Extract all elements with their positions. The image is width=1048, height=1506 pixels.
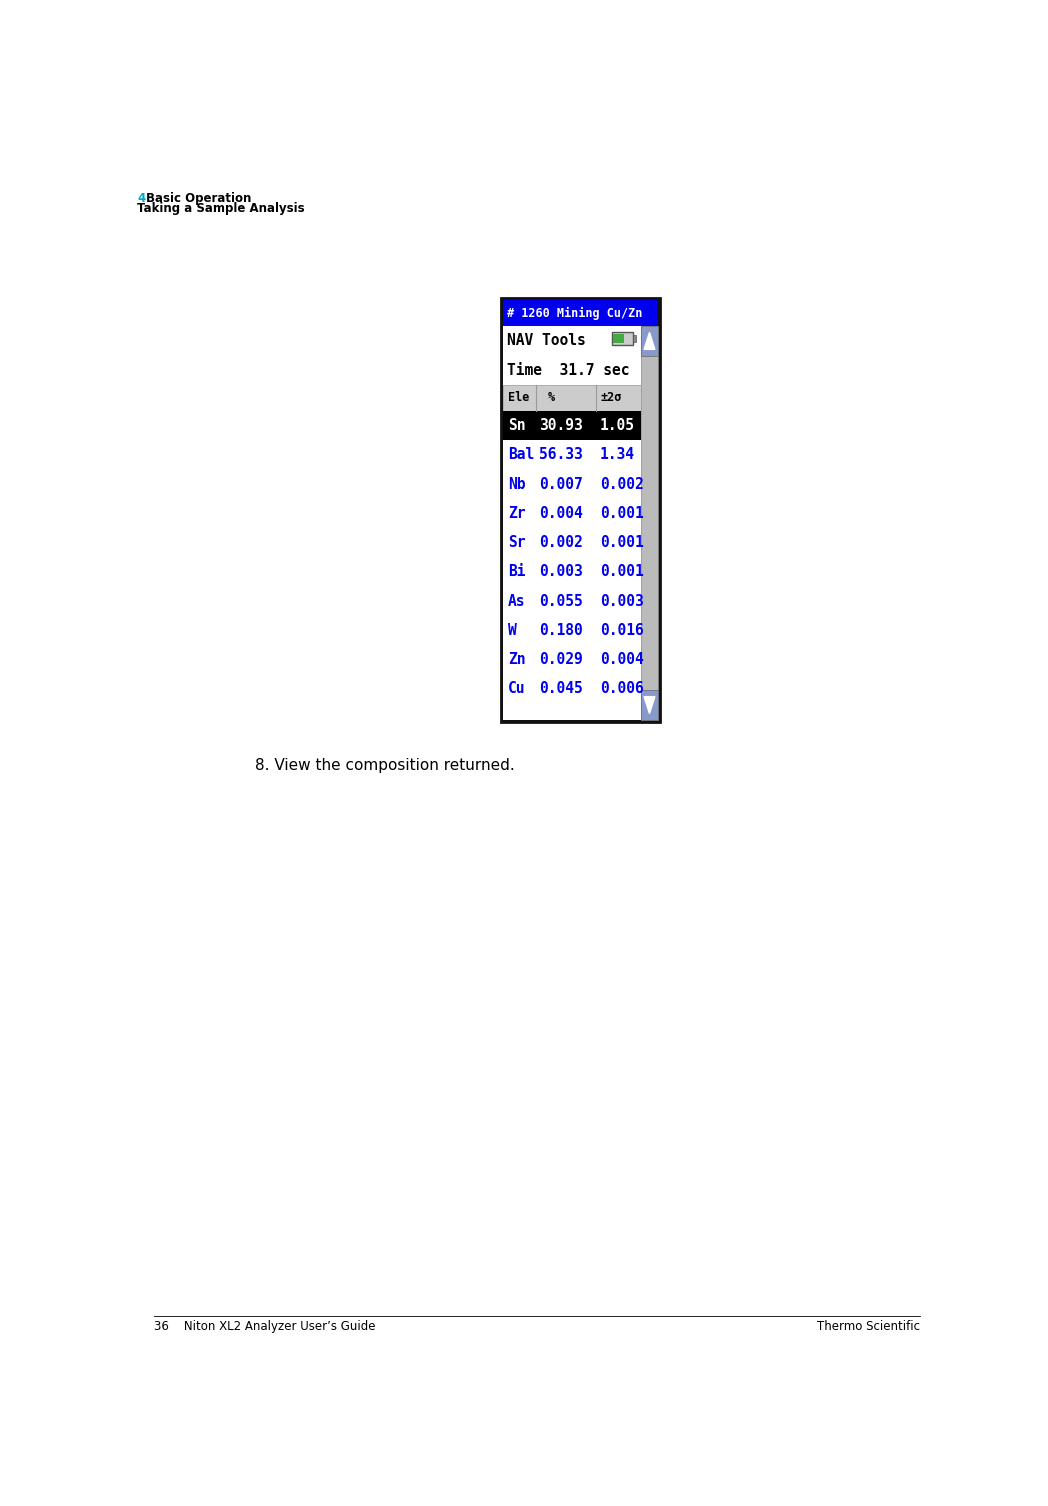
Bar <box>503 470 641 498</box>
Text: Zr: Zr <box>507 506 525 521</box>
Bar <box>503 557 641 586</box>
Text: Taking a Sample Analysis: Taking a Sample Analysis <box>137 202 305 215</box>
Bar <box>503 300 658 327</box>
Bar <box>501 298 660 721</box>
Text: 36    Niton XL2 Analyzer User’s Guide: 36 Niton XL2 Analyzer User’s Guide <box>154 1321 376 1333</box>
Text: 0.002: 0.002 <box>599 476 643 491</box>
Text: 0.045: 0.045 <box>540 681 583 696</box>
Bar <box>641 690 658 720</box>
Text: 0.055: 0.055 <box>540 593 583 608</box>
Text: 0.004: 0.004 <box>599 652 643 667</box>
Text: As: As <box>507 593 525 608</box>
Bar <box>613 334 624 343</box>
Text: 56.33: 56.33 <box>540 447 583 462</box>
Bar <box>503 300 658 720</box>
Text: Basic Operation: Basic Operation <box>147 191 252 205</box>
Text: Bi: Bi <box>507 565 525 580</box>
Text: 0.029: 0.029 <box>540 652 583 667</box>
Bar <box>503 529 641 557</box>
Text: Zn: Zn <box>507 652 525 667</box>
Text: 0.003: 0.003 <box>599 593 643 608</box>
Text: Time  31.7 sec: Time 31.7 sec <box>507 363 630 378</box>
Text: 0.001: 0.001 <box>599 565 643 580</box>
Text: Sn: Sn <box>507 419 525 434</box>
Polygon shape <box>645 333 655 349</box>
Bar <box>503 355 641 384</box>
Text: %: % <box>547 392 554 404</box>
Text: Bal: Bal <box>507 447 533 462</box>
Bar <box>503 440 641 470</box>
Bar <box>503 411 641 440</box>
Text: 0.007: 0.007 <box>540 476 583 491</box>
Text: W: W <box>507 623 517 639</box>
Text: Sr: Sr <box>507 535 525 550</box>
Bar <box>503 645 641 675</box>
Bar <box>503 327 641 355</box>
Text: Ele: Ele <box>507 392 529 404</box>
Text: 0.003: 0.003 <box>540 565 583 580</box>
Text: Thermo Scientific: Thermo Scientific <box>817 1321 920 1333</box>
Text: Cu: Cu <box>507 681 525 696</box>
Polygon shape <box>645 697 655 714</box>
Text: 0.006: 0.006 <box>599 681 643 696</box>
Bar <box>611 333 633 345</box>
Text: # 1260 Mining Cu/Zn: # 1260 Mining Cu/Zn <box>507 307 642 319</box>
Bar <box>641 327 658 355</box>
Text: 0.016: 0.016 <box>599 623 643 639</box>
Bar <box>503 586 641 616</box>
Bar <box>503 675 641 703</box>
Bar <box>633 336 636 342</box>
Text: 0.002: 0.002 <box>540 535 583 550</box>
Text: 0.001: 0.001 <box>599 535 643 550</box>
Text: 8. View the composition returned.: 8. View the composition returned. <box>255 758 515 773</box>
Text: 0.001: 0.001 <box>599 506 643 521</box>
Bar <box>641 327 658 720</box>
Text: NAV Tools: NAV Tools <box>507 333 586 348</box>
Bar <box>503 384 641 411</box>
Text: 1.34: 1.34 <box>599 447 635 462</box>
Text: 0.004: 0.004 <box>540 506 583 521</box>
Text: Nb: Nb <box>507 476 525 491</box>
Text: 1.05: 1.05 <box>599 419 635 434</box>
Text: 0.180: 0.180 <box>540 623 583 639</box>
Text: 4: 4 <box>137 191 146 205</box>
Text: ±2σ: ±2σ <box>601 392 623 404</box>
Bar <box>503 616 641 645</box>
Bar <box>503 498 641 529</box>
Text: 30.93: 30.93 <box>540 419 583 434</box>
